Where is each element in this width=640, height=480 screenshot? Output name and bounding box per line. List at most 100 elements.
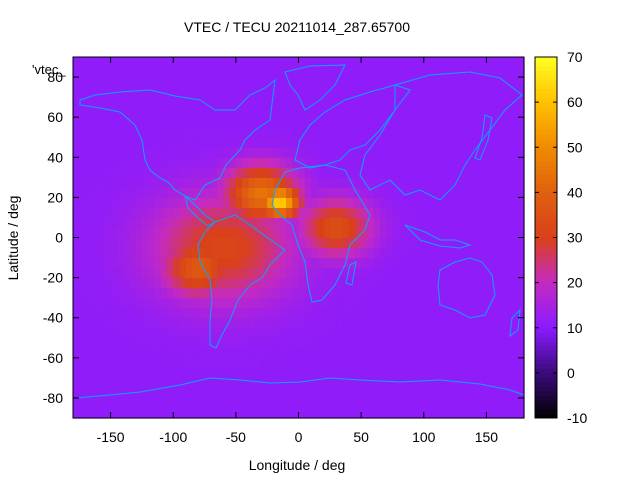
- heatmap-cell: [517, 77, 525, 88]
- heatmap-cell: [267, 207, 275, 219]
- heatmap-cell: [116, 67, 124, 78]
- colorbar-segment: [535, 183, 557, 189]
- heatmap-cell: [160, 207, 168, 219]
- heatmap-cell: [486, 317, 494, 329]
- heatmap-cell: [166, 137, 174, 148]
- heatmap-cell: [104, 127, 112, 138]
- colorbar-segment: [535, 106, 557, 112]
- heatmap-cell: [417, 127, 425, 138]
- heatmap-cell: [354, 97, 362, 108]
- heatmap-cell: [361, 267, 368, 279]
- heatmap-cell: [223, 127, 231, 138]
- heatmap-cell: [179, 377, 187, 389]
- heatmap-cell: [229, 87, 237, 98]
- heatmap-cell: [392, 357, 400, 369]
- heatmap-cell: [279, 167, 287, 178]
- heatmap-cell: [361, 347, 368, 359]
- heatmap-cell: [304, 307, 312, 319]
- heatmap-cell: [505, 87, 513, 98]
- heatmap-cell: [248, 377, 256, 389]
- heatmap-cell: [141, 367, 149, 379]
- heatmap-cell: [79, 207, 87, 219]
- heatmap-cell: [455, 217, 462, 229]
- heatmap-cell: [423, 277, 431, 289]
- heatmap-cell: [98, 197, 105, 209]
- heatmap-cell: [342, 347, 350, 359]
- heatmap-cell: [98, 247, 105, 259]
- colorbar-segment: [535, 408, 557, 414]
- heatmap-cell: [248, 107, 256, 118]
- coastline-japan: [474, 114, 493, 161]
- heatmap-cell: [279, 247, 287, 259]
- heatmap-cell: [235, 177, 243, 188]
- heatmap-cell: [210, 137, 218, 148]
- heatmap-cell: [298, 327, 306, 339]
- colorbar-segment: [535, 205, 557, 211]
- heatmap-cell: [473, 97, 481, 108]
- heatmap-cell: [85, 57, 93, 68]
- heatmap-cell: [248, 357, 256, 369]
- heatmap-cell: [210, 327, 218, 339]
- heatmap-cell: [373, 217, 381, 229]
- heatmap-cell: [185, 187, 193, 198]
- heatmap-cell: [229, 67, 237, 78]
- heatmap-cell: [298, 187, 306, 198]
- heatmap-cell: [260, 317, 268, 329]
- heatmap-cell: [192, 147, 199, 158]
- heatmap-cell: [104, 227, 112, 239]
- heatmap-cell: [235, 317, 243, 329]
- heatmap-cell: [423, 317, 431, 329]
- heatmap-cell: [354, 177, 362, 188]
- heatmap-cell: [223, 277, 231, 289]
- heatmap-cell: [467, 277, 475, 289]
- heatmap-cell: [517, 57, 525, 68]
- heatmap-cell: [123, 87, 130, 98]
- heatmap-cell: [285, 257, 293, 269]
- heatmap-cell: [342, 227, 350, 239]
- colorbar-segment: [535, 336, 557, 342]
- heatmap-cell: [110, 117, 118, 128]
- coastline-europe: [294, 84, 411, 169]
- heatmap-cell: [455, 157, 462, 168]
- heatmap-cell: [342, 337, 350, 349]
- heatmap-cell: [154, 197, 162, 209]
- heatmap-cell: [235, 107, 243, 118]
- heatmap-cell: [91, 327, 99, 339]
- heatmap-cell: [517, 167, 525, 178]
- heatmap-cell: [129, 357, 137, 369]
- heatmap-cell: [486, 367, 494, 379]
- heatmap-cell: [254, 307, 262, 319]
- heatmap-cell: [135, 327, 143, 339]
- heatmap-cell: [348, 77, 356, 88]
- heatmap-cell: [498, 177, 506, 188]
- heatmap-cell: [129, 267, 137, 279]
- heatmap-cell: [373, 357, 381, 369]
- heatmap-cell: [192, 307, 199, 319]
- heatmap-cell: [141, 227, 149, 239]
- heatmap-cell: [260, 167, 268, 178]
- heatmap-cell: [505, 307, 513, 319]
- heatmap-cell: [467, 267, 475, 279]
- heatmap-cell: [285, 67, 293, 78]
- heatmap-cell: [141, 337, 149, 349]
- heatmap-cell: [492, 127, 500, 138]
- heatmap-cell: [235, 367, 243, 379]
- heatmap-cell: [404, 177, 412, 188]
- heatmap-cell: [367, 237, 375, 249]
- heatmap-cell: [298, 57, 306, 68]
- heatmap-cell: [498, 367, 506, 379]
- heatmap-cell: [254, 67, 262, 78]
- heatmap-cell: [348, 97, 356, 108]
- heatmap-cell: [154, 257, 162, 269]
- heatmap-cell: [198, 327, 206, 339]
- heatmap-cell: [141, 107, 149, 118]
- heatmap-cell: [79, 117, 87, 128]
- heatmap-cell: [411, 157, 419, 168]
- heatmap-cell: [104, 97, 112, 108]
- heatmap-cell: [486, 347, 494, 359]
- heatmap-cell: [511, 87, 519, 98]
- heatmap-cell: [398, 217, 406, 229]
- heatmap-cell: [417, 347, 425, 359]
- heatmap-cell: [436, 227, 444, 239]
- heatmap-cell: [304, 317, 312, 329]
